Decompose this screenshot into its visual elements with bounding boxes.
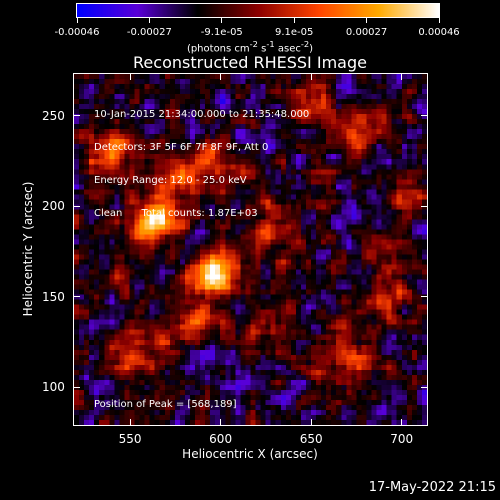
y-tick-mark	[421, 296, 427, 298]
y-tick-label: 100	[42, 380, 65, 394]
x-tick-label: 650	[299, 432, 323, 446]
colorbar-tick-mark	[76, 18, 78, 23]
x-tick-label: 700	[390, 432, 414, 446]
y-tick-label: 250	[42, 108, 65, 123]
colorbar-unit-label: (photons cm-2 s-1 asec-2)	[186, 39, 314, 55]
y-tick-mark	[74, 205, 80, 207]
x-tick-mark	[310, 74, 312, 80]
x-tick-mark	[220, 419, 222, 425]
colorbar-tick-mark	[148, 18, 150, 23]
x-tick-mark	[401, 74, 403, 80]
colorbar-tick-mark	[438, 18, 440, 23]
info-energy-range: Energy Range: 12.0 - 25.0 keV	[94, 175, 247, 186]
x-tick-mark	[310, 419, 312, 425]
x-tick-label: 600	[209, 432, 233, 446]
colorbar-tick-label: -0.00046	[54, 27, 100, 38]
y-tick-mark	[74, 296, 80, 298]
x-tick-label: 550	[118, 432, 142, 446]
y-tick-label: 200	[42, 199, 65, 214]
y-tick-mark	[421, 115, 427, 117]
plot-area: 10-Jan-2015 21:34:00.000 to 21:35:48.000…	[73, 73, 428, 426]
colorbar	[76, 3, 440, 18]
y-tick-mark	[421, 205, 427, 207]
colorbar-tick-label: 0.00027	[345, 27, 388, 38]
chart-title: Reconstructed RHESSI Image	[133, 53, 367, 72]
x-tick-mark	[220, 74, 222, 80]
render-timestamp: 17-May-2022 21:15	[368, 480, 496, 495]
y-tick-label: 150	[42, 289, 65, 304]
colorbar-tick-mark	[221, 18, 223, 23]
colorbar-tick-label: 0.00046	[418, 27, 460, 38]
colorbar-tick-label: 9.1e-05	[274, 27, 314, 38]
y-tick-mark	[421, 386, 427, 388]
y-tick-mark	[74, 115, 80, 117]
info-detectors: Detectors: 3F 5F 6F 7F 8F 9F, Att 0	[94, 142, 269, 153]
x-tick-mark	[129, 419, 131, 425]
peak-position-label: Position of Peak = [568,189]	[94, 399, 237, 410]
x-tick-mark	[129, 74, 131, 80]
info-counts: Clean Total counts: 1.87E+03	[94, 208, 258, 219]
info-block: 10-Jan-2015 21:34:00.000 to 21:35:48.000…	[94, 87, 309, 241]
colorbar-tick-mark	[366, 18, 368, 23]
x-tick-mark	[401, 419, 403, 425]
heatmap-image	[74, 74, 427, 425]
colorbar-tick-label: -9.1e-05	[200, 27, 243, 38]
info-time-range: 10-Jan-2015 21:34:00.000 to 21:35:48.000	[94, 109, 310, 120]
y-axis-label: Heliocentric Y (arcsec)	[21, 181, 35, 317]
colorbar-tick-mark	[293, 18, 295, 23]
y-tick-mark	[74, 386, 80, 388]
x-axis-label: Heliocentric X (arcsec)	[182, 447, 318, 461]
colorbar-tick-label: -0.00027	[126, 27, 172, 38]
